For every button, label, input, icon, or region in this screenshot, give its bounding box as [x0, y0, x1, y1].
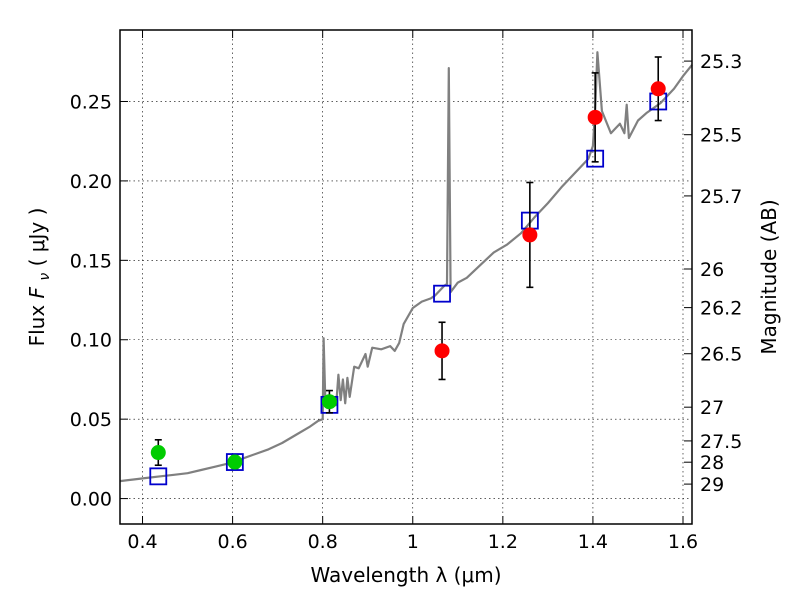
photometry-point: [227, 454, 243, 470]
spectrum-layer: [119, 51, 693, 483]
y-axis-title-right: Magnitude (AB): [757, 199, 781, 354]
y-tick-label: 0.20: [70, 171, 112, 193]
model-square: [225, 453, 244, 471]
y-axis-title-unit: ( μJy ): [25, 208, 49, 267]
y-axis-title-symbol: F: [25, 286, 49, 298]
grid-layer: [120, 30, 692, 524]
y-tick-label: 0.10: [70, 330, 112, 352]
right-tick-label: 25.3: [700, 51, 742, 73]
spectrum-line: [119, 51, 693, 483]
x-tick-label: 0.6: [217, 531, 247, 553]
x-tick-label: 0.4: [127, 531, 157, 553]
right-tick-label: 26.2: [700, 298, 742, 320]
x-tick-label: 1: [407, 531, 419, 553]
right-tick-label: 28: [700, 452, 724, 474]
right-tick-label: 25.5: [700, 125, 742, 147]
x-axis-title: Wavelength λ (μm): [310, 563, 501, 587]
photometry-point: [522, 227, 538, 243]
right-tick-label: 27: [700, 397, 724, 419]
y-tick-label: 0.00: [70, 489, 112, 511]
photometry-point: [321, 394, 337, 410]
right-tick-label: 26.5: [700, 344, 742, 366]
right-tick-label: 25.7: [700, 186, 742, 208]
photometry-point: [650, 81, 666, 97]
y-tick-label: 0.15: [70, 250, 112, 272]
plot-frame: [119, 29, 693, 525]
right-tick-label: 27.5: [700, 431, 742, 453]
y-axis-title-left: Flux F ν ( μJy ): [25, 208, 54, 347]
markers-layer: [149, 56, 668, 486]
right-tick-label: 29: [700, 474, 724, 496]
ticks-layer: 0.4 0.6 0.8 1 1.2 1.4 1.6 0.00 0.05 0.10 0.15 0.20 0…: [70, 30, 742, 553]
photometry-point: [150, 445, 166, 461]
x-tick-label: 1.4: [578, 531, 608, 553]
y-axis-title-subscript: ν: [37, 273, 53, 281]
model-square: [433, 284, 451, 303]
photometry-point: [434, 343, 450, 359]
x-tick-label: 0.8: [308, 531, 338, 553]
y-tick-label: 0.25: [70, 91, 112, 113]
x-tick-label: 1.2: [488, 531, 518, 553]
y-axis-title-prefix: Flux: [25, 298, 49, 346]
x-tick-label: 1.6: [668, 531, 698, 553]
model-square: [149, 467, 168, 486]
y-tick-label: 0.05: [70, 409, 112, 431]
right-tick-label: 26: [700, 259, 724, 281]
photometry-point: [587, 109, 603, 125]
